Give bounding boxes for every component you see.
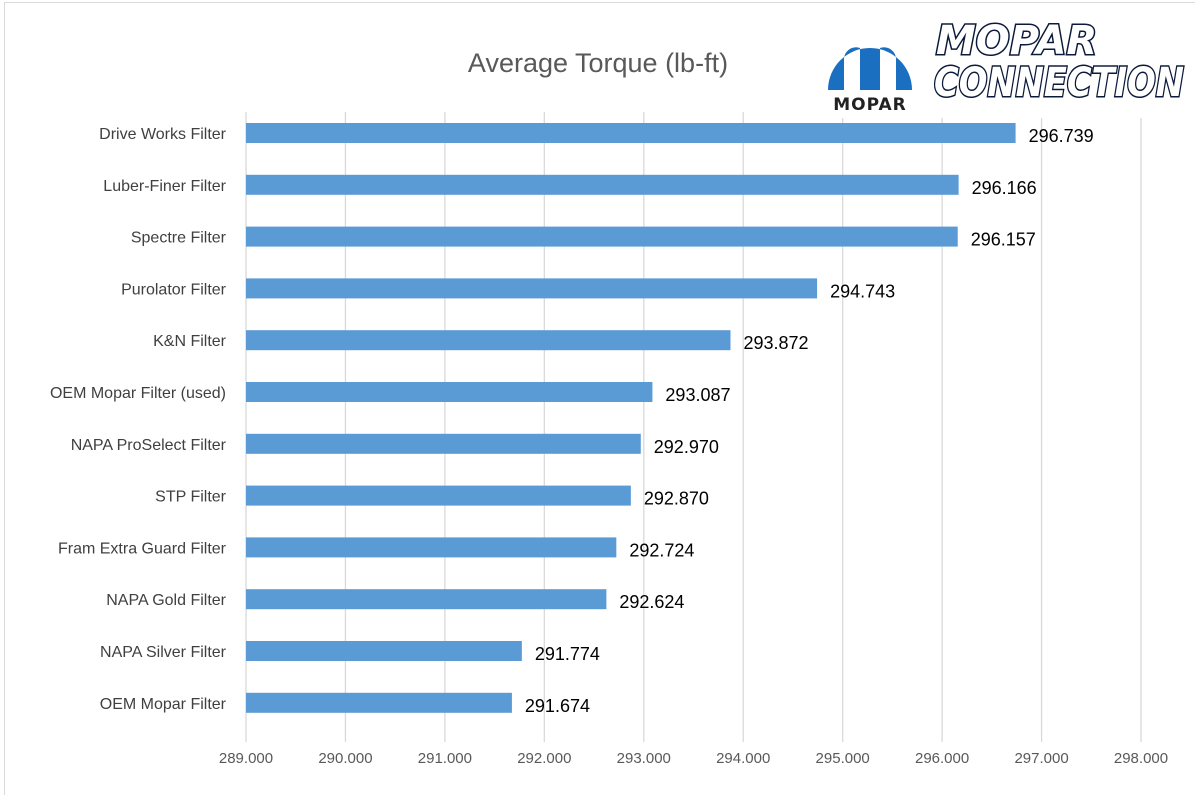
svg-text:CONNECTION: CONNECTION	[934, 60, 1184, 106]
data-label: 292.624	[619, 592, 684, 612]
data-label: 293.087	[665, 385, 730, 405]
bar	[246, 485, 631, 506]
data-label: 296.739	[1029, 126, 1094, 146]
x-tick-label: 293.000	[617, 750, 671, 767]
mopar-logo-icon: MOPAR MOPAR CONNECTION	[828, 17, 1186, 115]
data-label: 296.157	[971, 230, 1036, 250]
bar	[246, 330, 731, 351]
category-label: Drive Works Filter	[99, 126, 226, 143]
bar	[246, 278, 818, 299]
bar	[246, 174, 959, 195]
x-tick-label: 298.000	[1114, 750, 1168, 767]
category-label: K&N Filter	[153, 333, 227, 350]
category-label: NAPA Gold Filter	[106, 592, 226, 609]
bar	[246, 692, 512, 713]
bar	[246, 433, 641, 454]
data-label: 292.724	[629, 540, 694, 560]
x-tick-label: 296.000	[915, 750, 969, 767]
bar	[246, 641, 522, 661]
category-label: Fram Extra Guard Filter	[58, 540, 227, 557]
data-label: 292.870	[644, 489, 709, 509]
bar	[246, 382, 653, 402]
data-label: 291.674	[525, 696, 590, 716]
data-label: 293.872	[743, 333, 808, 353]
data-label: 296.166	[972, 178, 1037, 198]
data-label: 291.774	[535, 644, 600, 664]
x-tick-label: 295.000	[816, 750, 870, 767]
category-label: Purolator Filter	[121, 281, 227, 298]
category-label: OEM Mopar Filter (used)	[50, 385, 226, 402]
chart-frame	[4, 2, 1195, 795]
x-tick-label: 290.000	[318, 750, 372, 767]
x-tick-label: 291.000	[418, 750, 472, 767]
category-label: Luber-Finer Filter	[103, 178, 226, 195]
bar	[246, 537, 617, 558]
svg-text:MOPAR: MOPAR	[936, 18, 1097, 64]
mopar-connection-logo: MOPAR MOPAR CONNECTION	[818, 8, 1198, 118]
category-label: Spectre Filter	[131, 230, 227, 247]
x-tick-label: 289.000	[219, 750, 273, 767]
chart-title: Average Torque (lb-ft)	[468, 48, 728, 78]
category-label: OEM Mopar Filter	[100, 696, 227, 713]
x-tick-label: 292.000	[517, 750, 571, 767]
bar	[246, 589, 607, 610]
bar	[246, 123, 1016, 143]
category-label: STP Filter	[155, 489, 227, 506]
bar	[246, 226, 958, 247]
category-label: NAPA Silver Filter	[100, 644, 227, 661]
svg-text:MOPAR: MOPAR	[833, 95, 907, 115]
category-label: NAPA ProSelect Filter	[71, 437, 227, 454]
x-tick-label: 297.000	[1014, 750, 1068, 767]
x-tick-label: 294.000	[716, 750, 770, 767]
data-label: 292.970	[654, 437, 719, 457]
data-label: 294.743	[830, 281, 895, 301]
